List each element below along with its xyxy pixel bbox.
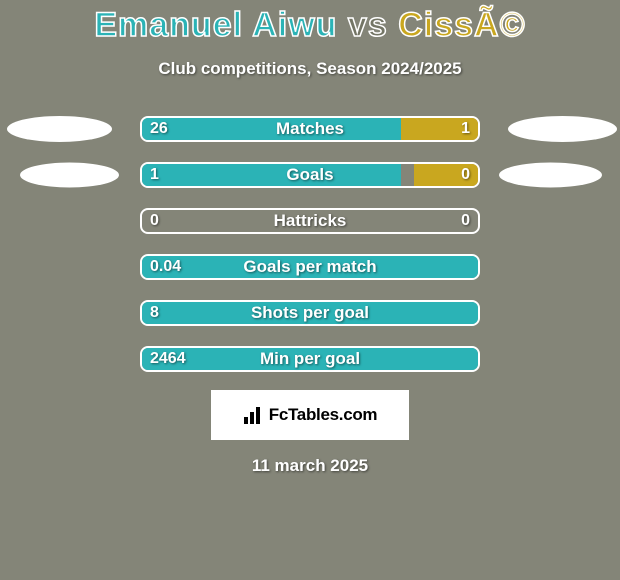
player1-value: 0.04	[150, 258, 181, 276]
source-badge: FcTables.com	[211, 390, 409, 440]
comparison-title: Emanuel Aiwu vs CissÃ©	[0, 0, 620, 45]
metric-label: Goals per match	[243, 257, 376, 277]
metric-label: Goals	[286, 165, 333, 185]
player2-name: CissÃ©	[398, 6, 525, 44]
player2-value: 0	[461, 212, 470, 230]
player1-name: Emanuel Aiwu	[94, 6, 337, 44]
stat-row: 1 0 Goals	[0, 160, 620, 190]
player2-value: 1	[461, 120, 470, 138]
player2-ellipse	[499, 163, 602, 188]
player2-ellipse	[508, 116, 617, 142]
player1-bar	[142, 118, 401, 140]
stat-row: 0.04 Goals per match	[0, 252, 620, 282]
player1-value: 8	[150, 304, 159, 322]
bar-chart-icon	[243, 405, 265, 425]
player1-value: 0	[150, 212, 159, 230]
metric-label: Shots per goal	[251, 303, 369, 323]
metric-label: Hattricks	[274, 211, 347, 231]
stat-row: 26 1 Matches	[0, 114, 620, 144]
player1-ellipse	[7, 116, 112, 142]
comparison-chart: 26 1 Matches 1 0 Goals 0 0 Hattricks 0.04 Goals pe…	[0, 114, 620, 374]
player1-bar	[142, 164, 401, 186]
stat-row: 0 0 Hattricks	[0, 206, 620, 236]
stat-row: 2464 Min per goal	[0, 344, 620, 374]
vs-label: vs	[348, 6, 388, 44]
subtitle: Club competitions, Season 2024/2025	[0, 59, 620, 79]
metric-label: Min per goal	[260, 349, 360, 369]
player1-value: 26	[150, 120, 168, 138]
player1-ellipse	[20, 163, 119, 188]
player1-value: 1	[150, 166, 159, 184]
stat-row: 8 Shots per goal	[0, 298, 620, 328]
player2-value: 0	[461, 166, 470, 184]
metric-label: Matches	[276, 119, 344, 139]
date-label: 11 march 2025	[0, 456, 620, 476]
source-badge-text: FcTables.com	[269, 405, 378, 425]
player1-value: 2464	[150, 350, 186, 368]
